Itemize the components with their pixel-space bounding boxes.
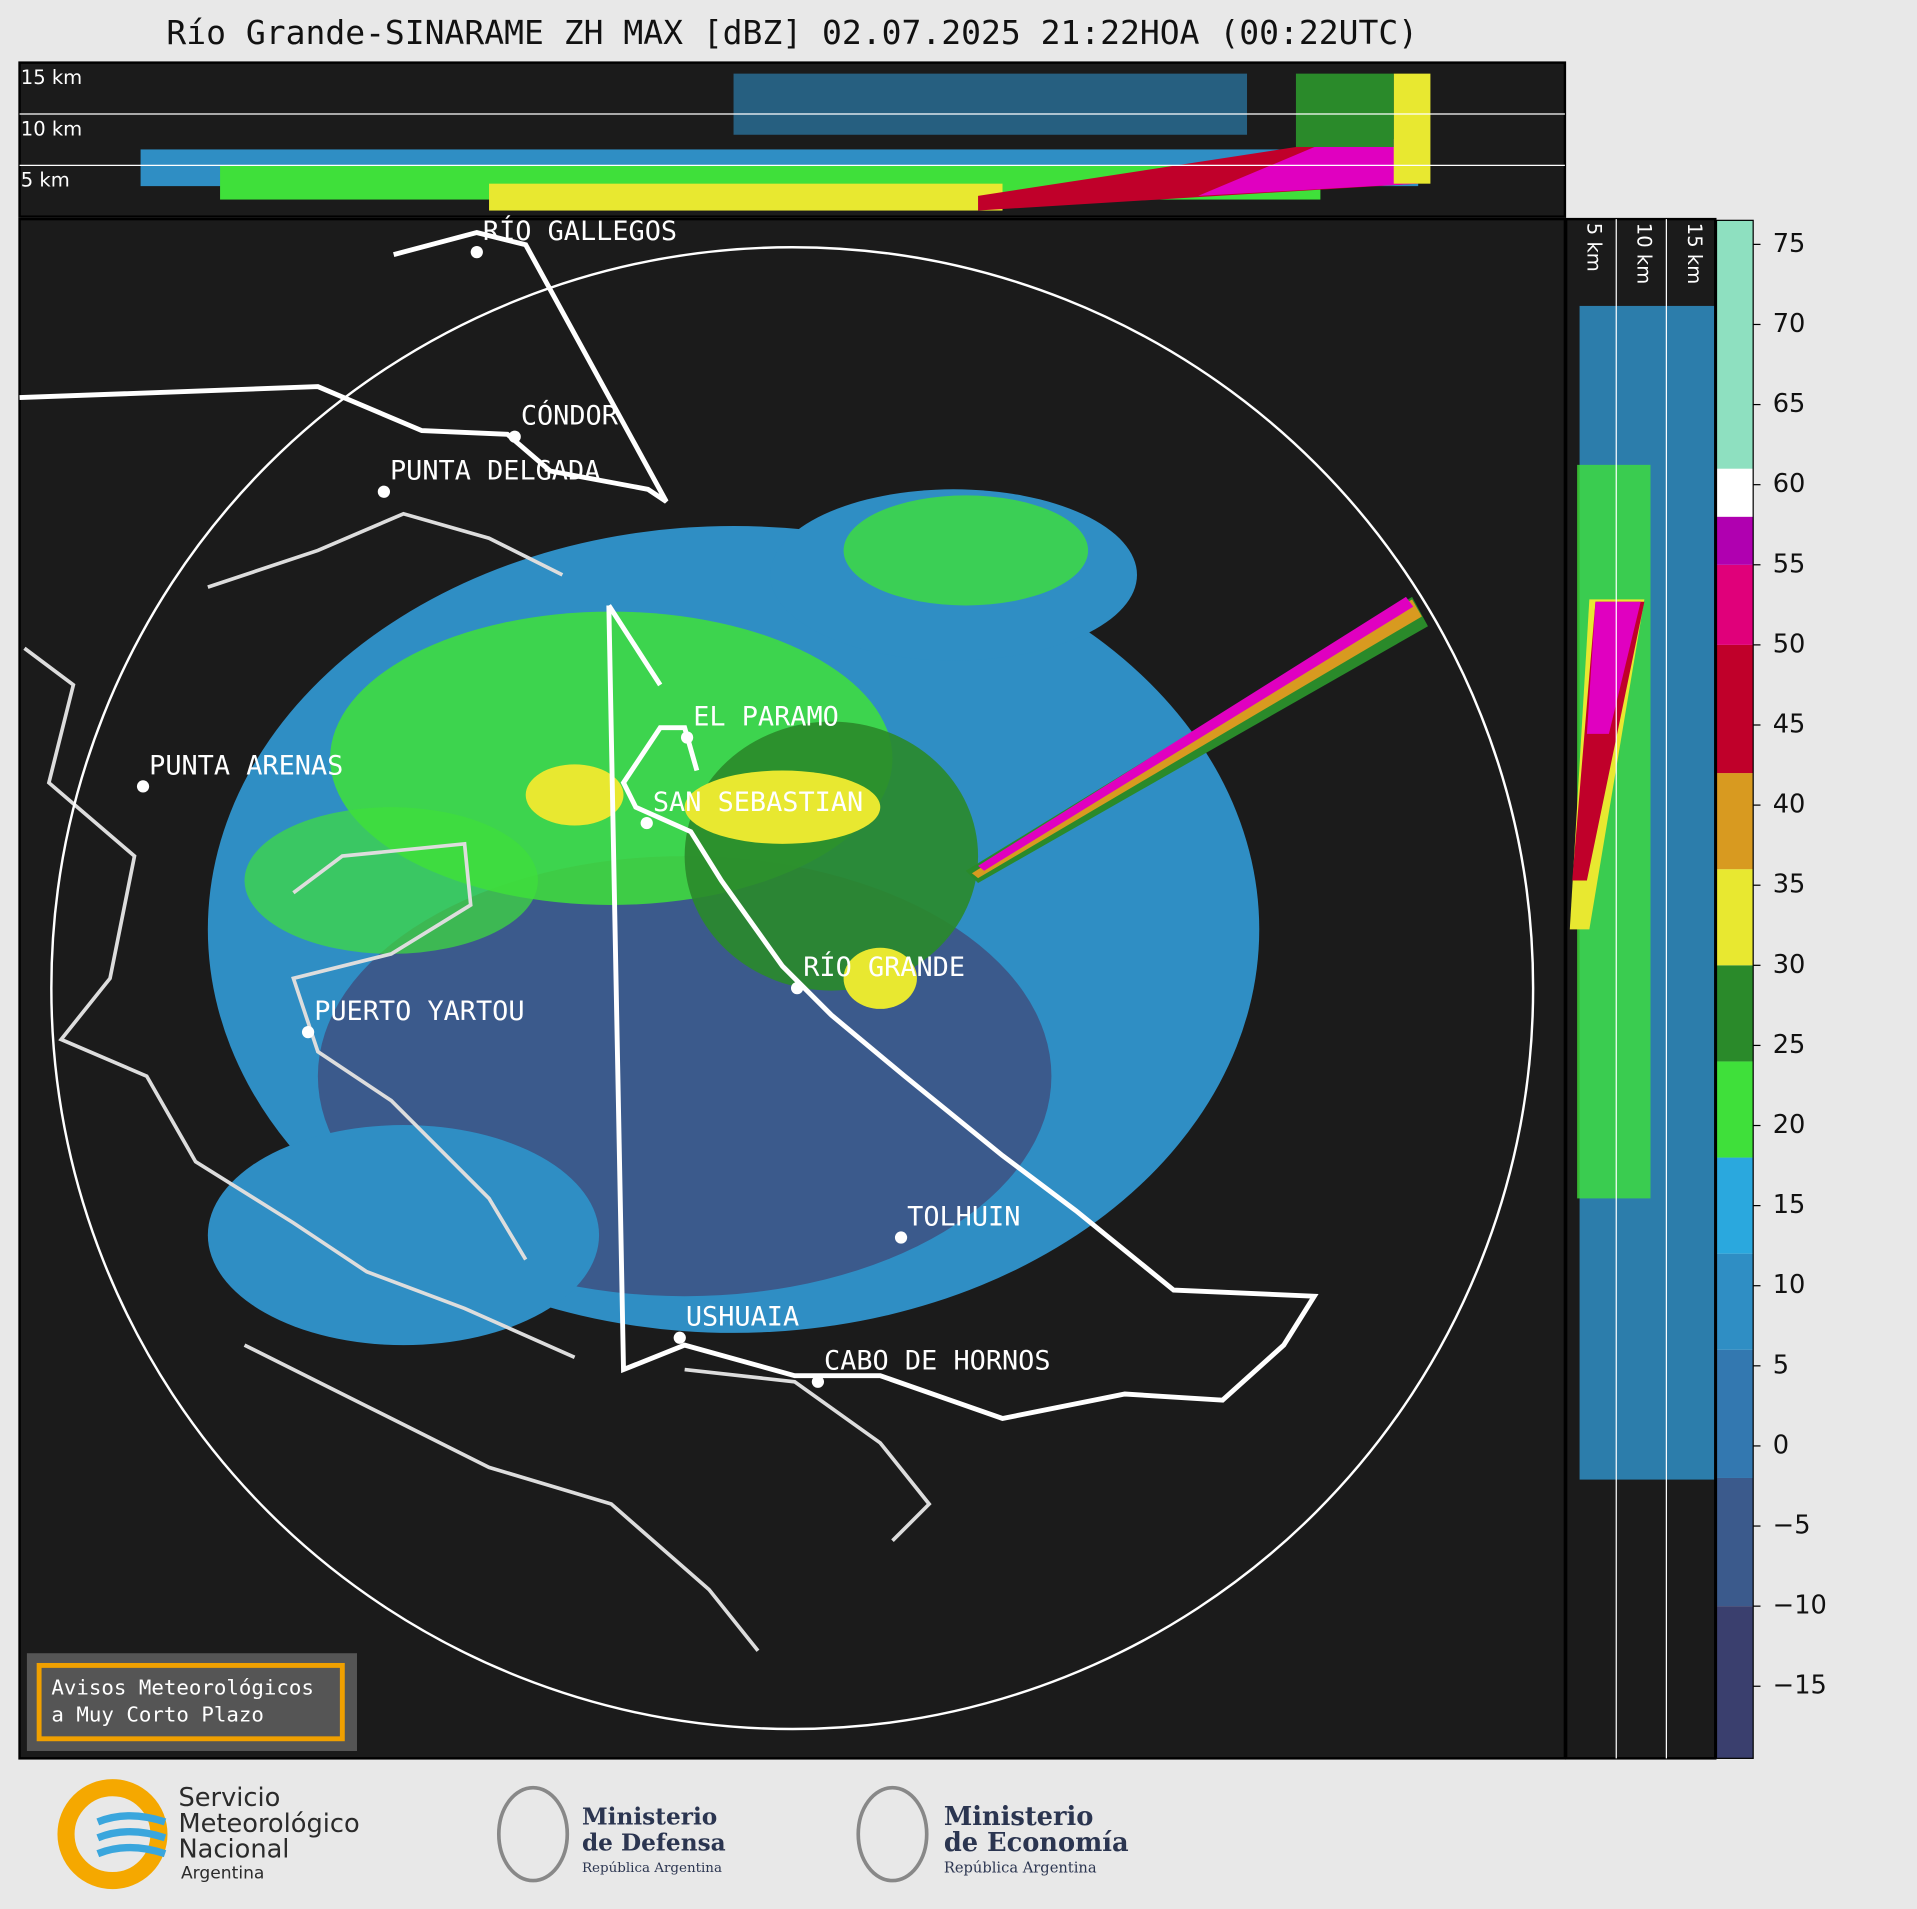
- city-label: RÍO GALLEGOS: [483, 215, 677, 247]
- height-label: 15 km: [1683, 223, 1706, 284]
- colorbar-tick-label: 45: [1773, 709, 1806, 739]
- top-echo: [140, 73, 1431, 211]
- colorbar-band: [1716, 1253, 1754, 1350]
- city-label: PUNTA DELGADA: [390, 456, 600, 487]
- colorbar-tick-label: −10: [1773, 1591, 1827, 1621]
- colorbar-band: [1716, 468, 1754, 517]
- borders: [19, 230, 1319, 1421]
- colorbar-tick-label: 75: [1773, 229, 1806, 259]
- notice-text: Avisos Meteorológicos: [51, 1676, 314, 1700]
- height-label: 15 km: [21, 66, 82, 89]
- logo-text: Argentina: [181, 1863, 264, 1883]
- city-dot: [640, 816, 653, 830]
- logo-smn: Servicio Meteorológico Nacional Argentin…: [57, 1779, 360, 1890]
- city-dot: [377, 485, 391, 498]
- side-echo: [1569, 305, 1715, 1480]
- colorbar-tick-label: 60: [1773, 469, 1806, 499]
- colorbar-band: [1716, 1061, 1754, 1158]
- colorbar-tick-label: 10: [1773, 1270, 1806, 1300]
- logo-text: Meteorológico: [178, 1809, 359, 1839]
- colorbar-band: [1716, 1157, 1754, 1254]
- colorbar-band: [1716, 1606, 1754, 1759]
- logo-economia: Ministerio de Economía República Argenti…: [856, 1785, 1129, 1883]
- city-dot: [508, 430, 521, 443]
- colorbar-tick-label: 5: [1773, 1350, 1789, 1380]
- city-dot: [680, 731, 694, 744]
- height-label: 5 km: [21, 169, 70, 192]
- colorbar-tick-label: 65: [1773, 389, 1806, 419]
- city-label: PUERTO YARTOU: [314, 996, 524, 1027]
- city-label: CÓNDOR: [521, 400, 619, 432]
- colorbar-band: [1716, 516, 1754, 565]
- colorbar-band: [1716, 965, 1754, 1062]
- logo-defensa: Ministerio de Defensa República Argentin…: [496, 1785, 726, 1883]
- city-label: CABO DE HORNOS: [824, 1346, 1051, 1377]
- city-label: USHUAIA: [686, 1302, 799, 1333]
- city-label: SAN SEBASTIAN: [653, 787, 863, 818]
- city-dot: [136, 780, 150, 793]
- title: Río Grande-SINARAME ZH MAX [dBZ] 02.07.2…: [166, 13, 1418, 52]
- colorbar-band: [1716, 1349, 1754, 1478]
- city-dot: [470, 246, 483, 259]
- city-dot: [894, 1231, 908, 1244]
- colorbar-tick-label: 30: [1773, 950, 1806, 980]
- range-ring: [50, 246, 1535, 1731]
- colorbar-tick-label: −15: [1773, 1671, 1827, 1701]
- colorbar-tick-label: 70: [1773, 309, 1806, 339]
- logo-text: República Argentina: [944, 1859, 1097, 1876]
- height-label: 10 km: [21, 117, 82, 140]
- colorbar-band: [1716, 773, 1754, 870]
- colorbar-tick-label: −5: [1773, 1511, 1811, 1541]
- logo-text: Ministerio: [582, 1804, 717, 1831]
- colorbar-tick-label: 15: [1773, 1190, 1806, 1220]
- colorbar-tick-label: 35: [1773, 870, 1806, 900]
- colorbar-tick-label: 55: [1773, 549, 1806, 579]
- colorbar-tick-label: 20: [1773, 1110, 1806, 1140]
- colorbar-band: [1716, 220, 1754, 469]
- colorbar-band: [1716, 564, 1754, 645]
- colorbar-band: [1716, 644, 1754, 774]
- coastline: [23, 511, 932, 1652]
- logo-text: Servicio: [178, 1783, 280, 1813]
- city-label: TOLHUIN: [907, 1201, 1020, 1232]
- colorbar-frame: [1715, 219, 1754, 1759]
- logo-text: República Argentina: [582, 1861, 722, 1876]
- colorbar-band: [1716, 869, 1754, 966]
- height-label: 10 km: [1633, 223, 1656, 284]
- city-dot: [791, 982, 804, 995]
- colorbar-tick-label: 25: [1773, 1030, 1806, 1060]
- logo-text: Ministerio: [944, 1802, 1094, 1832]
- logo-text: de Defensa: [582, 1829, 726, 1856]
- colorbar-tick-label: 0: [1773, 1430, 1789, 1460]
- colorbar-band: [1716, 1477, 1754, 1607]
- colorbar-tick-label: 40: [1773, 790, 1806, 820]
- colorbar-tick-label: 50: [1773, 629, 1806, 659]
- city-label: PUNTA ARENAS: [149, 750, 343, 781]
- city-dot: [673, 1331, 686, 1344]
- city-dot: [301, 1026, 315, 1039]
- logo-text: Nacional: [178, 1835, 289, 1865]
- notice-box: [26, 1653, 357, 1752]
- city-label: EL PARAMO: [693, 701, 839, 732]
- height-label: 5 km: [1583, 223, 1606, 272]
- city-dot: [811, 1375, 825, 1388]
- logo-text: de Economía: [944, 1828, 1129, 1858]
- city-label: RÍO GRANDE: [803, 951, 965, 983]
- notice-text: a Muy Corto Plazo: [51, 1703, 264, 1727]
